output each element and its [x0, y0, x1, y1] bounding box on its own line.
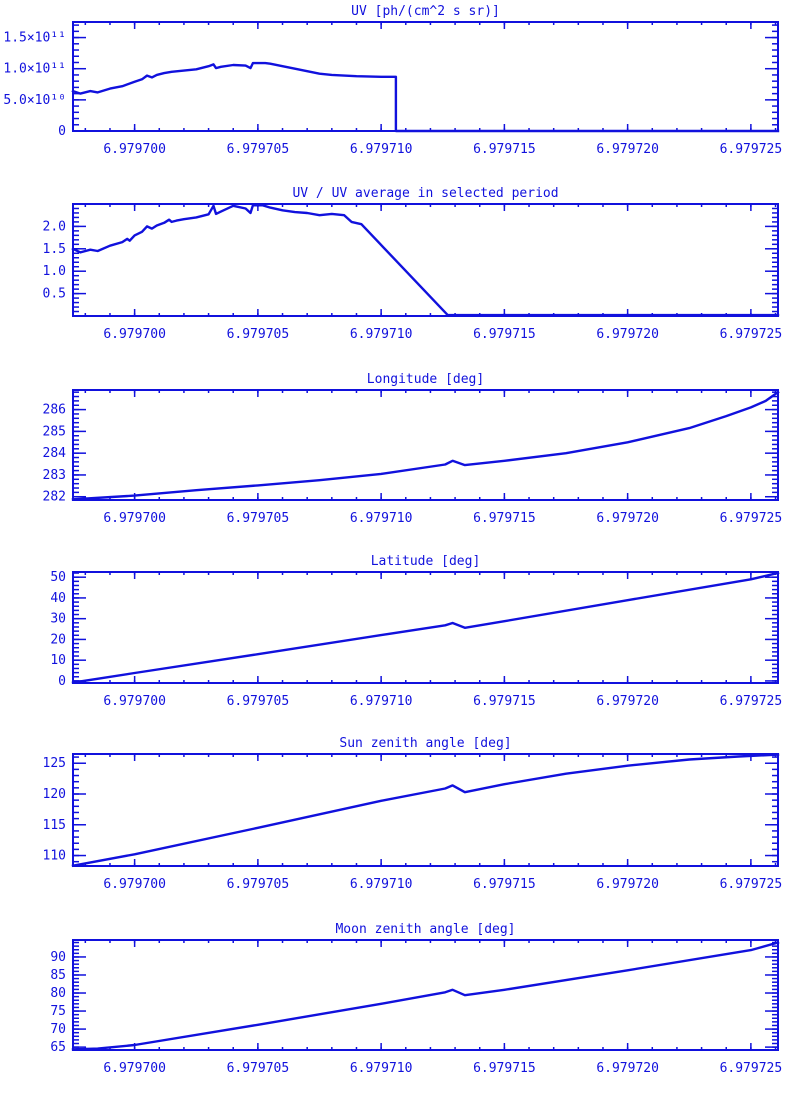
x-tick-label: 6.979715 [473, 694, 536, 709]
x-tick-label: 6.979710 [350, 694, 413, 709]
data-line [71, 753, 780, 868]
plot-frame [72, 753, 779, 867]
x-tick-label: 6.979705 [227, 877, 290, 892]
y-tick-label: 2.0 [43, 219, 66, 234]
x-tick-label: 6.979720 [596, 511, 659, 526]
data-line [71, 390, 780, 501]
y-tick-label: 85 [50, 968, 66, 983]
plot-frame [72, 203, 779, 317]
y-tick-label: 80 [50, 986, 66, 1001]
x-tick-label: 6.979700 [103, 877, 166, 892]
x-tick-label: 6.979720 [596, 327, 659, 342]
plot-frame [72, 389, 779, 501]
x-tick-label: 6.979705 [227, 694, 290, 709]
y-tick-label: 1.0 [43, 264, 66, 279]
chart-longitude: Longitude [deg] 6.979700 6.979705 6.979710 6… [43, 372, 783, 526]
x-tick-label: 6.979700 [103, 511, 166, 526]
y-tick-label: 1.0×10¹¹ [3, 62, 66, 77]
y-tick-label: 285 [43, 424, 66, 439]
x-tick-label: 6.979705 [227, 327, 290, 342]
chart-title: Longitude [deg] [367, 372, 484, 387]
y-tick-label: 283 [43, 468, 66, 483]
y-tick-label: 0 [58, 674, 66, 689]
x-tick-label: 6.979720 [596, 877, 659, 892]
x-tick-label: 6.979725 [720, 1061, 783, 1076]
y-tick-label: 40 [50, 591, 66, 606]
x-tick-label: 6.979715 [473, 877, 536, 892]
chart-title: UV [ph/(cm^2 s sr)] [351, 4, 500, 19]
x-tick-label: 6.979710 [350, 511, 413, 526]
y-tick-label: 0 [58, 124, 66, 139]
data-line [71, 941, 780, 1051]
x-tick-label: 6.979710 [350, 877, 413, 892]
x-tick-label: 6.979715 [473, 1061, 536, 1076]
chart-title: UV / UV average in selected period [292, 186, 558, 201]
y-tick-label: 0.5 [43, 287, 66, 302]
y-tick-label: 110 [43, 849, 66, 864]
y-tick-label: 70 [50, 1022, 66, 1037]
y-tick-label: 20 [50, 632, 66, 647]
chart-moon-zenith: Moon zenith angle [deg] 6.979700 6.979705 6… [50, 922, 782, 1076]
chart-uv: UV [ph/(cm^2 s sr)] 6.979700 6.979705 6.979… [3, 4, 782, 157]
chart-title: Latitude [deg] [371, 554, 481, 569]
data-line [71, 61, 780, 133]
x-tick-label: 6.979700 [103, 1061, 166, 1076]
y-tick-label: 10 [50, 653, 66, 668]
x-tick-label: 6.979725 [720, 142, 783, 157]
y-tick-label: 5.0×10¹⁰ [3, 93, 66, 108]
chart-title: Moon zenith angle [deg] [335, 922, 515, 937]
y-tick-label: 284 [43, 446, 67, 461]
data-line [71, 204, 780, 317]
y-tick-label: 75 [50, 1004, 66, 1019]
x-tick-label: 6.979705 [227, 1061, 290, 1076]
x-tick-label: 6.979700 [103, 142, 166, 157]
y-tick-label: 120 [43, 787, 66, 802]
x-tick-label: 6.979725 [720, 327, 783, 342]
x-tick-label: 6.979710 [350, 327, 413, 342]
y-tick-label: 65 [50, 1040, 66, 1055]
x-tick-label: 6.979715 [473, 511, 536, 526]
x-tick-label: 6.979720 [596, 694, 659, 709]
y-tick-label: 125 [43, 756, 66, 771]
x-tick-label: 6.979725 [720, 511, 783, 526]
x-tick-label: 6.979725 [720, 877, 783, 892]
x-tick-label: 6.979725 [720, 694, 783, 709]
x-tick-label: 6.979720 [596, 1061, 659, 1076]
y-tick-label: 90 [50, 950, 66, 965]
chart-sun-zenith: Sun zenith angle [deg] 6.979700 6.979705 6.… [43, 736, 783, 892]
x-tick-label: 6.979715 [473, 142, 536, 157]
x-tick-label: 6.979700 [103, 694, 166, 709]
x-tick-label: 6.979710 [350, 142, 413, 157]
plot-frame [72, 939, 779, 1051]
y-tick-label: 282 [43, 490, 66, 505]
x-tick-label: 6.979705 [227, 511, 290, 526]
y-tick-label: 1.5 [43, 242, 66, 257]
x-tick-label: 6.979720 [596, 142, 659, 157]
x-tick-label: 6.979700 [103, 327, 166, 342]
data-line [71, 571, 780, 684]
y-tick-label: 286 [43, 403, 66, 418]
chart-uv-ratio: UV / UV average in selected period 6.9797… [43, 186, 783, 342]
y-tick-label: 115 [43, 818, 66, 833]
y-tick-label: 30 [50, 612, 66, 627]
y-tick-label: 50 [50, 570, 66, 585]
chart-latitude: Latitude [deg] 6.979700 6.979705 6.979710 6.… [50, 554, 782, 709]
x-tick-label: 6.979715 [473, 327, 536, 342]
plot-frame [72, 21, 779, 132]
x-tick-label: 6.979705 [227, 142, 290, 157]
x-tick-label: 6.979710 [350, 1061, 413, 1076]
chart-title: Sun zenith angle [deg] [339, 736, 511, 751]
y-tick-label: 1.5×10¹¹ [3, 31, 66, 46]
